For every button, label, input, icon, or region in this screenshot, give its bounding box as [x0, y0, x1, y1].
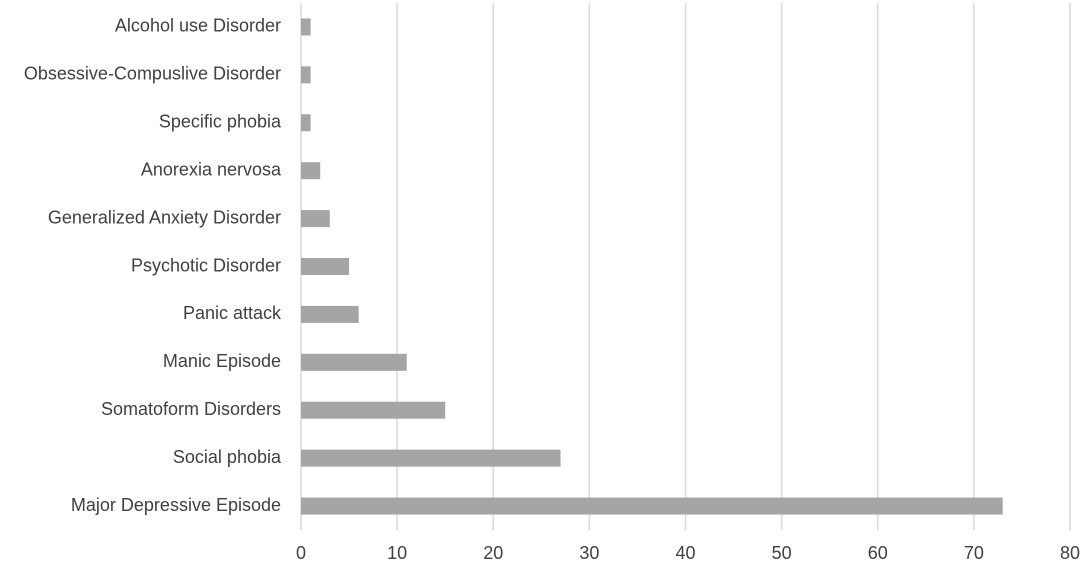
y-tick-label: Manic Episode — [163, 351, 281, 371]
bar — [301, 258, 350, 275]
bar — [301, 114, 311, 132]
x-tick-label: 40 — [675, 543, 695, 563]
bar — [301, 305, 359, 323]
bar — [301, 162, 321, 180]
y-tick-label: Psychotic Disorder — [131, 255, 281, 275]
y-tick-label: Anorexia nervosa — [141, 159, 282, 179]
bar — [301, 353, 407, 371]
y-tick-label: Specific phobia — [159, 112, 282, 132]
x-tick-label: 10 — [387, 543, 407, 563]
bar — [301, 210, 330, 228]
y-tick-label: Panic attack — [183, 303, 282, 323]
bar — [301, 449, 561, 467]
x-tick-label: 50 — [772, 543, 792, 563]
y-tick-label: Social phobia — [173, 447, 282, 467]
x-tick-label: 30 — [579, 543, 599, 563]
y-tick-label: Alcohol use Disorder — [115, 16, 281, 36]
x-tick-label: 70 — [964, 543, 984, 563]
bar — [301, 497, 1003, 515]
x-tick-label: 60 — [868, 543, 888, 563]
bar — [301, 401, 446, 419]
x-tick-label: 20 — [483, 543, 503, 563]
y-tick-label: Obsessive-Compuslive Disorder — [24, 64, 281, 84]
y-tick-label: Generalized Anxiety Disorder — [48, 207, 281, 227]
x-tick-label: 0 — [296, 543, 306, 563]
bar — [301, 18, 311, 36]
x-tick-label: 80 — [1060, 543, 1080, 563]
y-tick-label: Major Depressive Episode — [71, 495, 281, 515]
bar — [301, 66, 311, 84]
y-tick-label: Somatoform Disorders — [101, 399, 281, 419]
